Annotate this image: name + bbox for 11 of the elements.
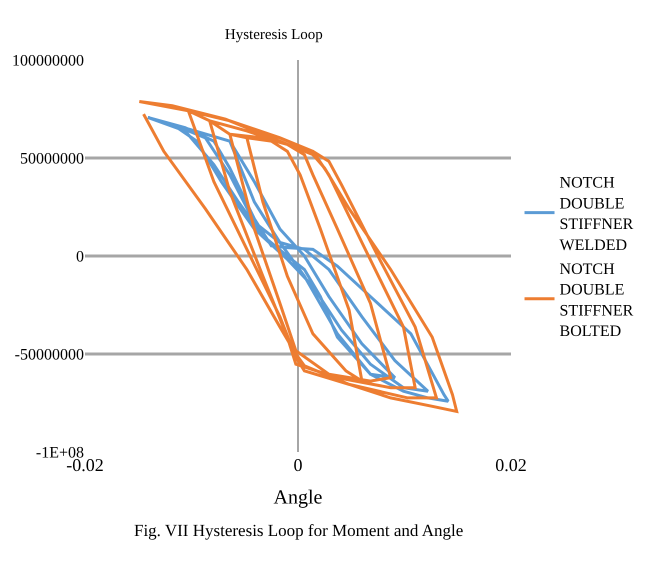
y-tick-label: 0: [76, 248, 84, 266]
legend-label: NOTCH DOUBLE STIFFNER WELDED: [560, 174, 634, 254]
chart-title: Hysteresis Loop: [224, 27, 323, 44]
text: Fig. VII Hysteresis Loop for Moment and Angle: [134, 521, 464, 540]
y-tick-label: -50000000: [14, 346, 84, 364]
x-tick-label: 0: [294, 455, 302, 475]
x-axis-title: Angle: [274, 486, 323, 508]
x-tick-label: 0.02: [495, 455, 527, 475]
y-tick-label: 100000000: [12, 52, 84, 70]
y-tick-label: 50000000: [20, 150, 84, 168]
legend-label: NOTCH DOUBLE STIFFNER BOLTED: [560, 260, 634, 340]
